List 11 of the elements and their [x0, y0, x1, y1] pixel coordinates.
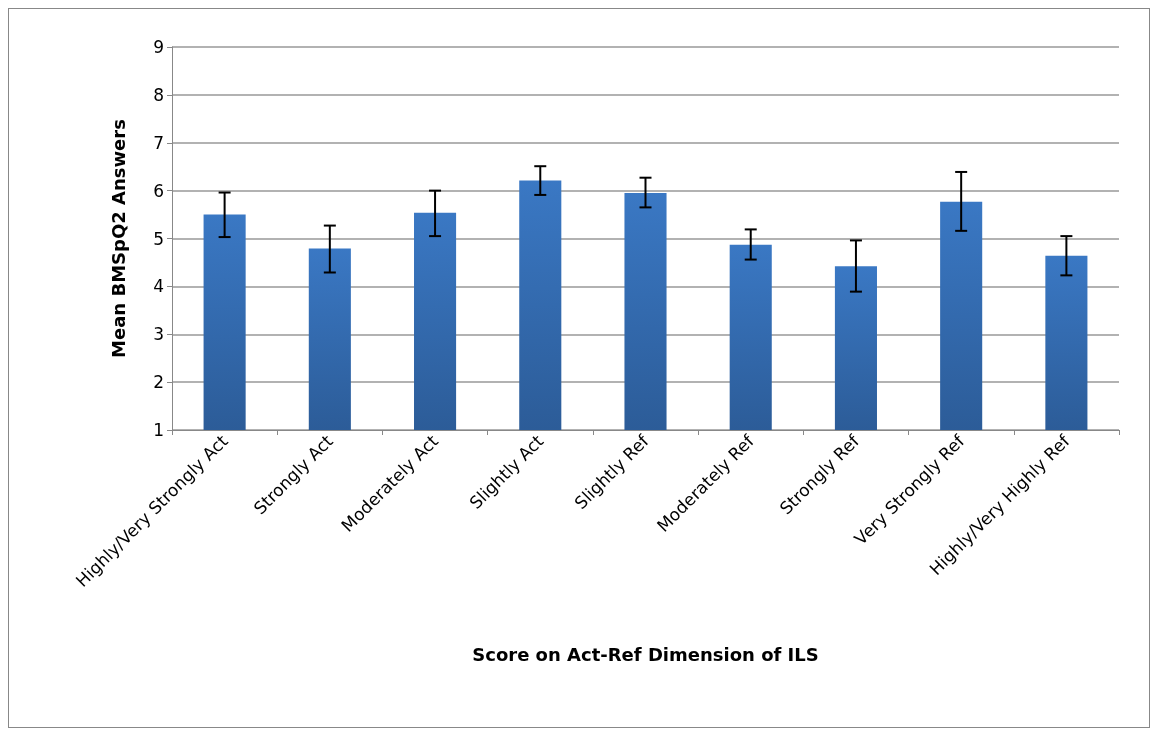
y-tick-label: 2: [153, 372, 164, 393]
y-axis-title: Mean BMSpQ2 Answers: [107, 119, 129, 358]
x-axis-title: Score on Act-Ref Dimension of ILS: [472, 643, 819, 665]
y-tick-label: 4: [153, 276, 164, 297]
y-tick-label: 5: [153, 228, 164, 249]
y-tick-label: 8: [153, 84, 164, 105]
y-tick-label: 7: [153, 132, 164, 153]
y-tick-label: 9: [153, 37, 164, 57]
y-tick-label: 6: [153, 180, 164, 201]
y-tick-label: 1: [153, 420, 164, 440]
y-tick-label: 3: [153, 324, 164, 345]
